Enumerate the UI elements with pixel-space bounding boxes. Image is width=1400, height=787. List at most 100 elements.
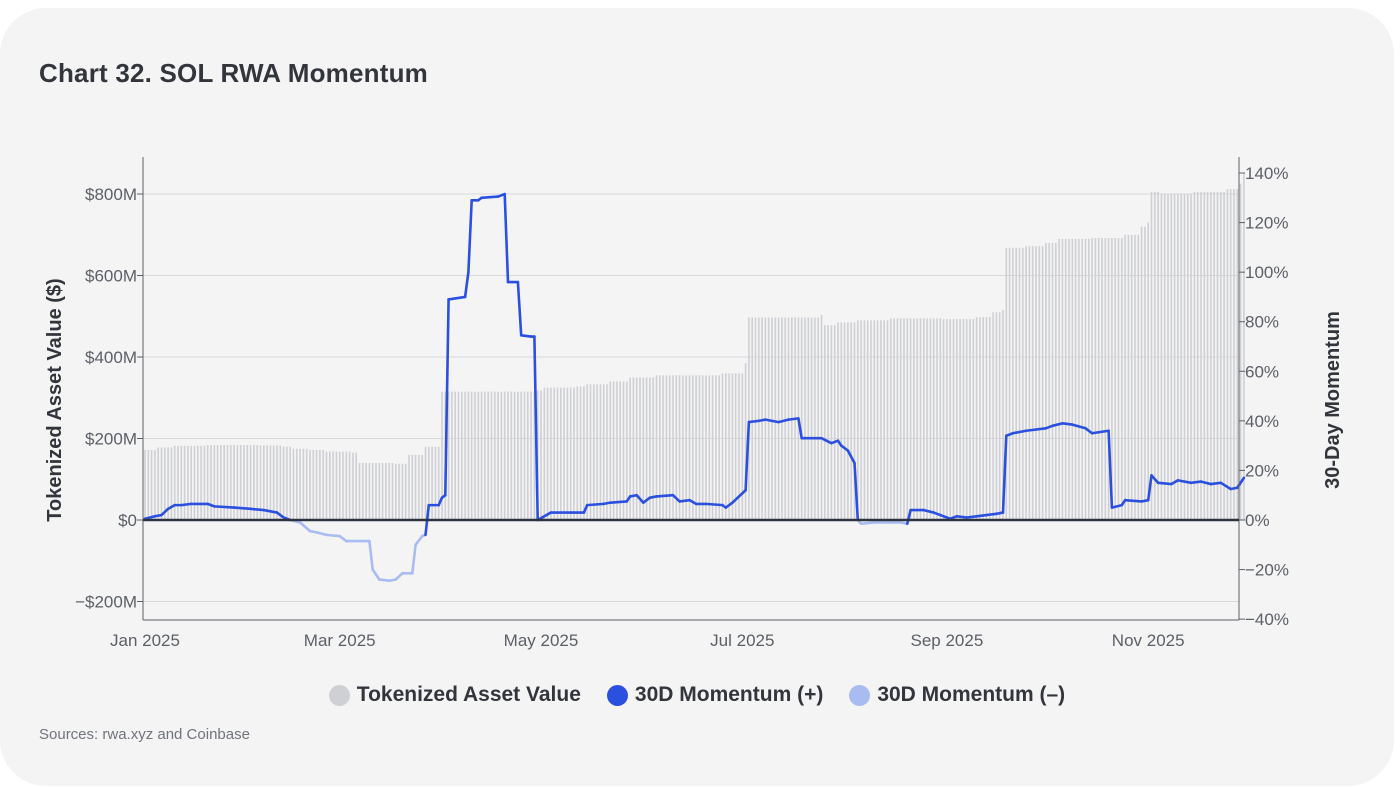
tokenized-bar — [1144, 226, 1146, 520]
tokenized-bar — [282, 446, 285, 520]
tokenized-bar — [1038, 246, 1041, 520]
tokenized-bar — [206, 445, 209, 520]
tokenized-bar — [173, 445, 176, 520]
tokenized-bar — [1097, 238, 1100, 520]
tokenized-bar — [781, 317, 783, 520]
tokenized-bar — [827, 325, 829, 520]
tokenized-bar — [1074, 238, 1077, 520]
momentum-pos-segment — [975, 513, 988, 518]
tokenized-bar — [619, 381, 621, 520]
tokenized-bar — [1196, 191, 1199, 520]
tokenized-bar — [1130, 234, 1133, 520]
y-right-tick-label: 20% — [1245, 461, 1279, 480]
tokenized-bar — [639, 377, 641, 520]
tokenized-bar — [216, 445, 219, 520]
tokenized-bar — [649, 377, 651, 520]
tokenized-bar — [447, 391, 450, 520]
tokenized-bar — [982, 317, 984, 520]
tokenized-bar — [421, 454, 423, 520]
tokenized-bar — [1220, 191, 1222, 520]
tokenized-bar — [1028, 246, 1031, 520]
tokenized-bar — [213, 445, 216, 520]
momentum-neg-segment — [338, 534, 348, 543]
tokenized-bar — [1193, 191, 1196, 520]
tokenized-bar — [1210, 191, 1212, 520]
momentum-pos-segment — [839, 444, 850, 452]
tokenized-bar — [688, 375, 691, 520]
momentum-pos-segment — [1146, 474, 1153, 502]
momentum-pos-segment — [1176, 479, 1193, 485]
x-tick-label: Nov 2025 — [1112, 631, 1185, 650]
momentum-pos-segment — [787, 417, 800, 421]
momentum-pos-segment — [655, 493, 675, 498]
tokenized-bar — [936, 318, 938, 520]
tokenized-bar — [553, 387, 555, 520]
tokenized-bar — [1055, 242, 1057, 520]
tokenized-bar — [1101, 238, 1103, 520]
tokenized-bar — [249, 445, 252, 520]
momentum-pos-segment — [262, 508, 279, 514]
tokenized-bar — [381, 462, 384, 520]
tokenized-bar — [599, 384, 602, 520]
momentum-pos-segment — [938, 513, 952, 521]
tokenized-bar — [979, 317, 981, 520]
momentum-pos-segment — [744, 420, 751, 492]
tokenized-bar — [1084, 238, 1087, 520]
tokenized-bar — [371, 462, 374, 520]
legend: Tokenized Asset Value 30D Momentum (+) 3… — [0, 681, 1394, 709]
axes — [137, 157, 1245, 621]
tokenized-bar — [243, 445, 245, 520]
tokenized-bar — [824, 325, 826, 520]
tokenized-bar — [1137, 234, 1140, 520]
tokenized-bar — [1005, 247, 1008, 521]
y-left-tick-label: $200M — [85, 430, 137, 449]
tokenized-bar — [880, 320, 882, 520]
tokenized-bar — [1061, 238, 1064, 520]
tokenized-bar — [662, 375, 664, 520]
tokenized-bar — [959, 319, 961, 520]
tokenized-bar — [507, 391, 509, 520]
momentum-pos-segment — [641, 496, 652, 504]
tokenized-bar — [1163, 194, 1166, 520]
momentum-pos-segment — [1189, 480, 1203, 485]
momentum-pos-segment — [846, 449, 856, 465]
tokenized-bar — [744, 363, 747, 520]
tokenized-bar — [1140, 226, 1143, 520]
momentum-neg-segment — [315, 531, 328, 537]
tokenized-bar — [754, 317, 757, 520]
tokenized-bar — [609, 381, 612, 520]
tokenized-bar — [335, 451, 338, 520]
tokenized-bar — [411, 454, 414, 520]
tokenized-bar — [457, 391, 460, 520]
momentum-pos-segment — [143, 514, 157, 521]
tokenized-bar — [517, 391, 519, 520]
tokenized-bar — [391, 462, 394, 520]
momentum-pos-segment — [1090, 429, 1110, 435]
tokenized-bar — [546, 387, 549, 520]
tokenized-bar — [395, 463, 397, 520]
momentum-neg-segment — [414, 534, 424, 547]
tokenized-bar — [718, 375, 720, 520]
momentum-pos-segment — [160, 507, 170, 517]
tokenized-bar — [388, 462, 390, 520]
momentum-pos-segment — [1061, 422, 1074, 426]
tokenized-bar — [810, 317, 813, 520]
tokenized-bar — [837, 322, 839, 520]
tokenized-bar — [1157, 191, 1159, 520]
y-right-tick-label: −20% — [1245, 561, 1289, 580]
tokenized-bar — [1015, 247, 1017, 521]
tokenized-bar — [378, 462, 381, 520]
tokenized-bar — [698, 375, 701, 520]
x-tick-label: May 2025 — [504, 631, 579, 650]
tokenized-bar — [197, 445, 199, 520]
tokenized-bar — [1170, 194, 1173, 520]
tokenized-bar — [497, 391, 499, 520]
tokenized-bar — [576, 386, 579, 520]
y-right-tick-label: 100% — [1245, 263, 1288, 282]
tokenized-bar — [461, 391, 463, 520]
y-right-tick-label: −40% — [1245, 610, 1289, 629]
y-right-axis-title: 30-Day Momentum — [1322, 311, 1344, 489]
tokenized-bar — [144, 449, 146, 520]
tokenized-bar — [1239, 183, 1242, 520]
tokenized-bar — [1203, 191, 1206, 520]
